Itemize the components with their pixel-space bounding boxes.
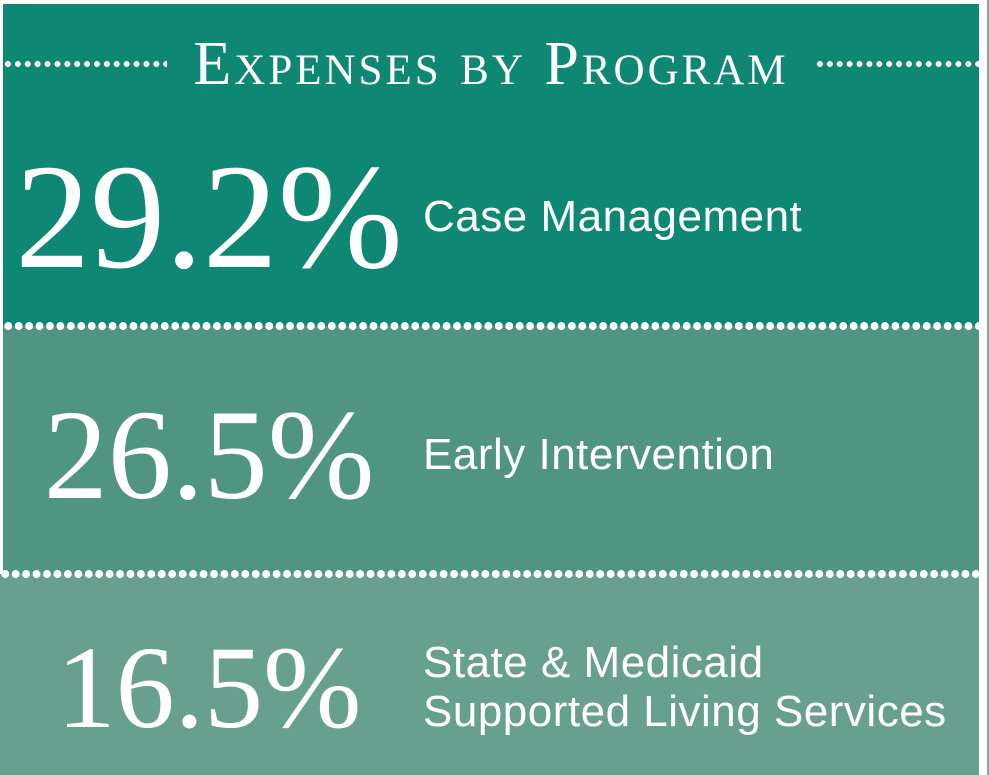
section-case-management: Expenses by Program 29.2% Case Managemen… — [3, 4, 980, 326]
title-row: Expenses by Program — [3, 28, 980, 100]
section-state-medicaid-sls: 16.5% State & Medicaid Supported Living … — [0, 570, 979, 775]
title-dotted-line-right — [814, 61, 980, 67]
program-label: Case Management — [415, 191, 979, 241]
title-dotted-line-left — [3, 61, 168, 67]
page-title: Expenses by Program — [193, 30, 789, 98]
program-label-line: Case Management — [423, 191, 803, 241]
stat-row: 26.5% Early Intervention — [3, 326, 979, 574]
program-label-line: State & Medicaid — [423, 638, 764, 688]
screen-edge-line — [987, 0, 989, 775]
program-label-line: Early Intervention — [423, 429, 775, 479]
percent-value: 29.2% — [15, 134, 403, 300]
section-early-intervention: 26.5% Early Intervention — [3, 322, 979, 574]
percent-value: 16.5% — [56, 621, 362, 753]
program-label: State & Medicaid Supported Living Servic… — [415, 638, 979, 736]
program-label: Early Intervention — [415, 429, 979, 479]
infographic-content: Expenses by Program 29.2% Case Managemen… — [0, 4, 980, 775]
stat-row: 16.5% State & Medicaid Supported Living … — [3, 574, 979, 775]
percent-value: 26.5% — [43, 384, 375, 526]
dotted-divider — [0, 570, 979, 578]
stat-row: 29.2% Case Management — [3, 100, 979, 326]
program-label-line: Supported Living Services — [423, 686, 947, 736]
dotted-divider — [3, 322, 979, 330]
